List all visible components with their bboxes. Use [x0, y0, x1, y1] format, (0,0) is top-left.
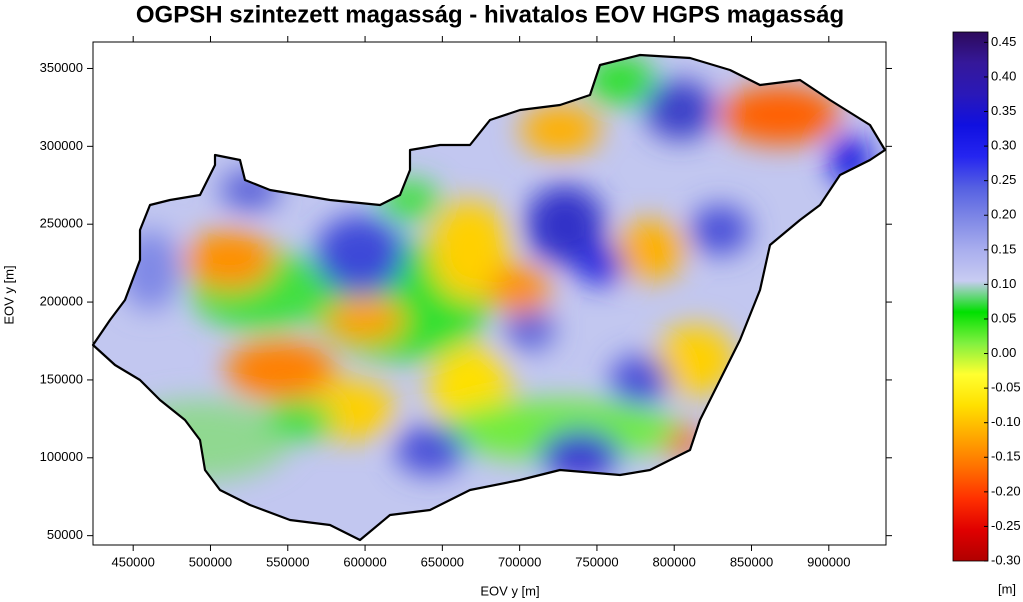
y-tick-label: 250000: [40, 216, 83, 231]
colorbar-label: [m]: [998, 581, 1016, 596]
colorbar-tick-label: -0.30: [991, 552, 1021, 567]
y-axis-label: EOV y [m]: [1, 265, 16, 324]
y-tick-label: 50000: [47, 527, 83, 542]
colorbar-tick-label: -0.05: [991, 380, 1021, 395]
x-tick-label: 900000: [807, 554, 850, 569]
x-tick-label: 750000: [575, 554, 618, 569]
y-tick-label: 350000: [40, 60, 83, 75]
x-tick-label: 600000: [343, 554, 386, 569]
colorbar: [952, 31, 989, 562]
colorbar-tick-label: 0.45: [991, 34, 1016, 49]
x-tick-label: 800000: [653, 554, 696, 569]
colorbar-tick-label: 0.20: [991, 207, 1016, 222]
colorbar-tick-label: 0.35: [991, 103, 1016, 118]
colorbar-tick-label: 0.15: [991, 241, 1016, 256]
y-tick-label: 150000: [40, 371, 83, 386]
x-tick-label: 500000: [189, 554, 232, 569]
colorbar-tick-label: 0.05: [991, 310, 1016, 325]
x-tick-label: 700000: [498, 554, 541, 569]
x-tick-label: 650000: [421, 554, 464, 569]
colorbar-tick-label: -0.20: [991, 483, 1021, 498]
colorbar-tick-label: -0.15: [991, 449, 1021, 464]
chart-title: OGPSH szintezett magasság - hivatalos EO…: [136, 1, 844, 28]
colorbar-tick-label: 0.25: [991, 172, 1016, 187]
colorbar-tick-label: -0.25: [991, 518, 1021, 533]
x-tick-label: 450000: [111, 554, 154, 569]
y-tick-label: 100000: [40, 449, 83, 464]
colorbar-tick-label: 0.00: [991, 345, 1016, 360]
x-tick-label: 550000: [266, 554, 309, 569]
y-tick-label: 200000: [40, 294, 83, 309]
colorbar-tick-label: 0.30: [991, 138, 1016, 153]
x-axis-label: EOV y [m]: [480, 583, 539, 598]
colorbar-tick-label: 0.10: [991, 276, 1016, 291]
colorbar-tick-label: -0.10: [991, 414, 1021, 429]
y-tick-label: 300000: [40, 138, 83, 153]
border: [91, 53, 887, 542]
x-tick-label: 850000: [730, 554, 773, 569]
colorbar-tick-label: 0.40: [991, 68, 1016, 83]
